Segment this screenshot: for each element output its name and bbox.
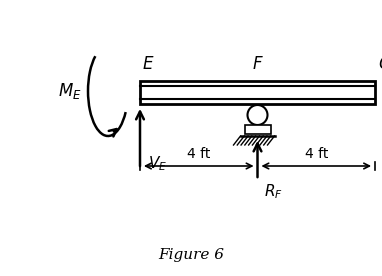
Text: $V_E$: $V_E$ bbox=[148, 155, 167, 173]
Text: 4 ft: 4 ft bbox=[304, 147, 328, 161]
Text: $M_E$: $M_E$ bbox=[58, 81, 82, 101]
Text: E: E bbox=[143, 55, 154, 73]
Text: 4 ft: 4 ft bbox=[187, 147, 210, 161]
Bar bbox=[140, 81, 375, 104]
Bar bbox=[244, 125, 270, 134]
Text: G: G bbox=[378, 55, 382, 73]
Text: $R_F$: $R_F$ bbox=[264, 182, 282, 201]
Text: F: F bbox=[253, 55, 262, 73]
Circle shape bbox=[248, 105, 267, 125]
Text: Figure 6: Figure 6 bbox=[158, 248, 224, 262]
